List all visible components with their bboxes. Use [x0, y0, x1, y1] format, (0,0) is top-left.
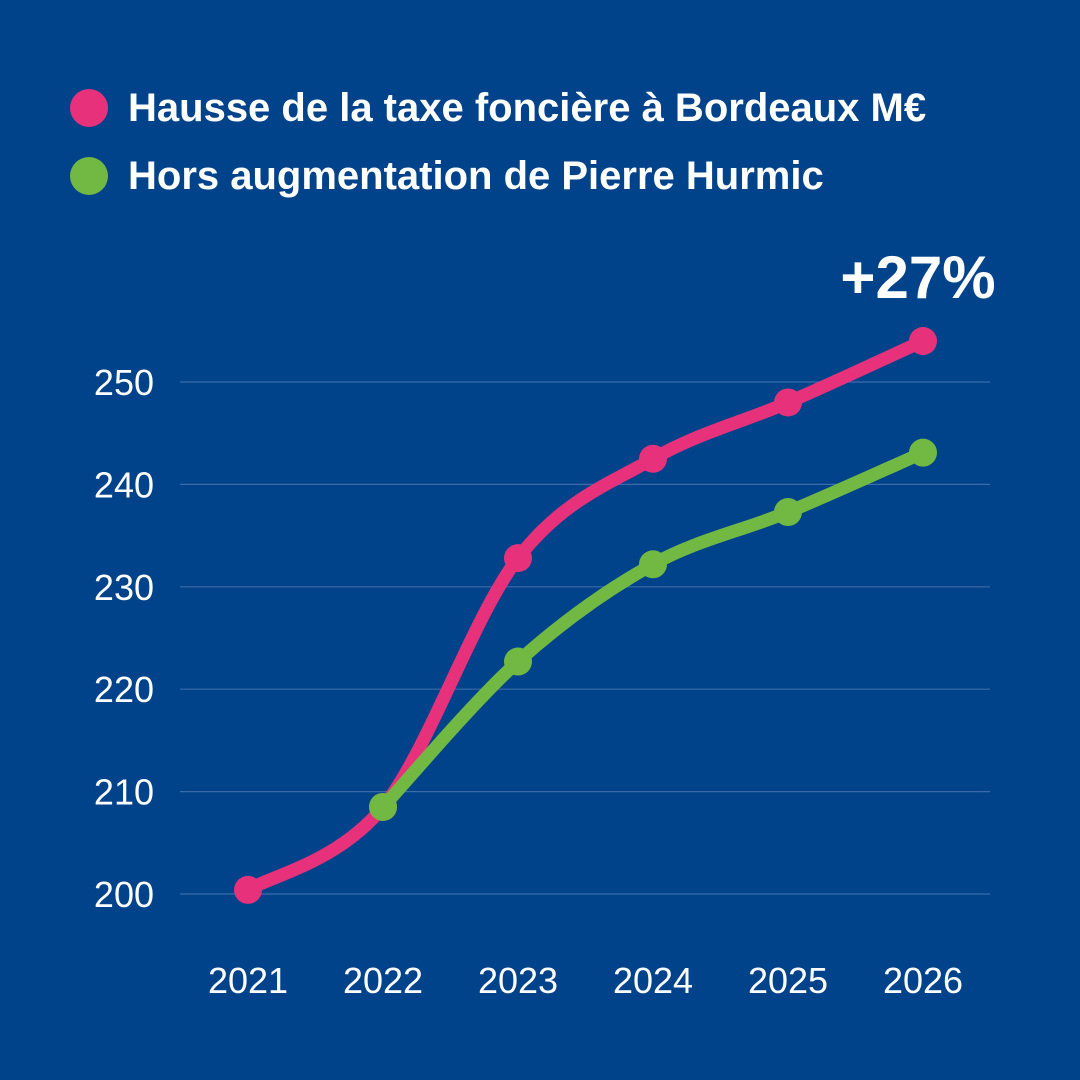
data-point-taxe-fonciere-2025	[774, 388, 802, 417]
x-tick-label-2025: 2025	[748, 960, 828, 1001]
y-tick-label-230: 230	[94, 567, 154, 608]
chart-legend: Hausse de la taxe foncière à Bordeaux M€…	[70, 80, 926, 216]
data-point-hors-augmentation-2022	[369, 792, 397, 821]
data-point-hors-augmentation-2023	[504, 647, 532, 676]
y-tick-label-240: 240	[94, 464, 154, 505]
data-point-taxe-fonciere-2026	[909, 327, 937, 356]
annotation-percent-increase: +27%	[840, 244, 995, 311]
legend-swatch-green	[70, 157, 108, 195]
y-tick-label-210: 210	[94, 772, 154, 813]
x-tick-label-2024: 2024	[613, 960, 693, 1001]
x-tick-label-2021: 2021	[208, 960, 288, 1001]
data-point-taxe-fonciere-2023	[504, 544, 532, 573]
data-point-taxe-fonciere-2024	[639, 444, 667, 473]
legend-label-taxe-fonciere: Hausse de la taxe foncière à Bordeaux M€	[128, 85, 927, 130]
data-point-hors-augmentation-2026	[909, 438, 937, 467]
data-point-hors-augmentation-2024	[639, 550, 667, 579]
legend-swatch-pink	[70, 89, 108, 127]
y-tick-label-220: 220	[94, 669, 154, 710]
legend-item-taxe-fonciere: Hausse de la taxe foncière à Bordeaux M€	[70, 80, 926, 136]
y-tick-label-200: 200	[94, 874, 154, 915]
legend-label-hors-augmentation: Hors augmentation de Pierre Hurmic	[128, 153, 824, 198]
legend-item-hors-augmentation: Hors augmentation de Pierre Hurmic	[70, 148, 926, 204]
x-tick-label-2026: 2026	[883, 960, 963, 1001]
data-point-hors-augmentation-2025	[774, 498, 802, 527]
series-line-taxe-fonciere	[241, 334, 930, 897]
data-point-taxe-fonciere-2021	[234, 875, 262, 904]
y-tick-label-250: 250	[94, 362, 154, 403]
x-tick-label-2023: 2023	[478, 960, 558, 1001]
series-line-hors-augmentation	[376, 446, 930, 814]
x-tick-label-2022: 2022	[343, 960, 423, 1001]
